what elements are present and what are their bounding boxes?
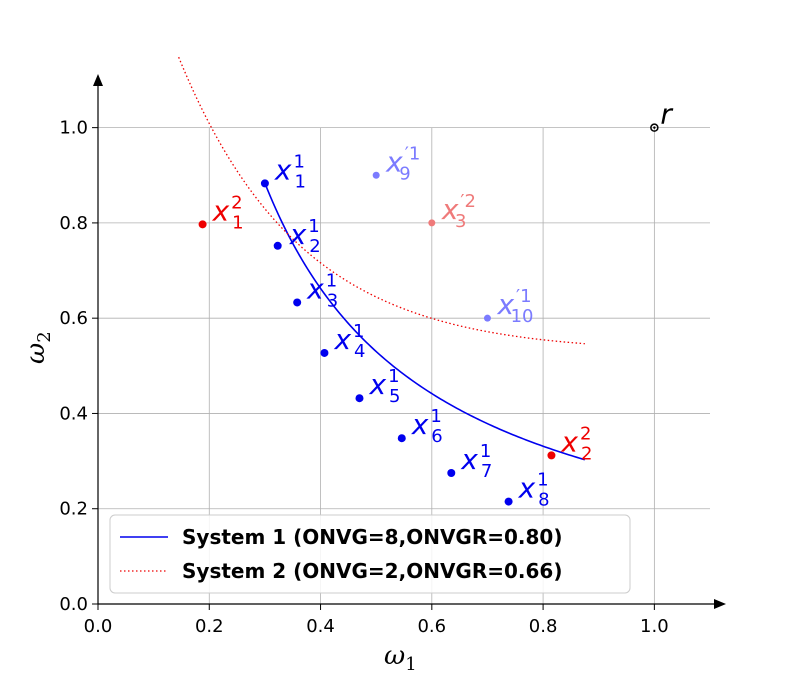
series-1-point	[273, 241, 282, 250]
y-tick-label: 0.4	[59, 403, 88, 424]
extra-point-label: x ′2 3	[441, 191, 476, 232]
extra-point	[483, 314, 491, 322]
reference-point-label: r	[660, 98, 673, 131]
x-tick-label: 0.8	[529, 616, 558, 637]
x-axis-label: ω1	[384, 641, 417, 675]
y-tick-label: 0.0	[59, 594, 88, 615]
y-tick-label: 1.0	[59, 118, 88, 139]
points: x 1 1 x 1 2 x 1 3 x 1 4x 1 5 x 1 6 x 1 7 x 1 8 x 2 1 x 2 2 x ′1 9 x ′2 3 x ′…	[198, 98, 673, 511]
extra-point-label: x ′1 9	[385, 143, 420, 184]
series-1-point	[397, 434, 406, 443]
extra-point	[428, 219, 436, 227]
series-1-point	[293, 298, 302, 307]
x-tick-label: 0.4	[306, 616, 335, 637]
legend: System 1 (ONVG=8,ONVGR=0.80) System 2 (ON…	[109, 514, 631, 594]
x-tick-label: 1.0	[640, 616, 669, 637]
reference-point	[650, 123, 659, 132]
x-axis-arrow	[714, 599, 726, 609]
series-1-point	[260, 179, 269, 188]
curves	[178, 56, 586, 461]
y-axis-label: ω2	[21, 331, 55, 364]
series-2-point	[547, 451, 556, 460]
legend-label-1: System 1 (ONVG=8,ONVGR=0.80)	[182, 525, 562, 549]
extra-point	[372, 171, 380, 179]
x-tick-label: 0.0	[84, 616, 113, 637]
legend-label-2: System 2 (ONVG=2,ONVGR=0.66)	[182, 559, 562, 583]
x-tick-label: 0.2	[195, 616, 224, 637]
extra-point-label: x ′1 10	[496, 286, 533, 327]
y-tick-label: 0.6	[59, 308, 88, 329]
axes	[93, 74, 726, 609]
series-1-point	[355, 394, 364, 403]
y-tick-label: 0.2	[59, 499, 88, 520]
reference-point-center	[653, 126, 656, 129]
x-tick-label: 0.6	[417, 616, 446, 637]
series-1-point	[504, 497, 513, 506]
series-2-point	[198, 220, 207, 229]
legend-box	[109, 514, 631, 594]
series-1-point	[320, 348, 329, 357]
series-2-curve	[178, 56, 585, 345]
ticks: 0.0 0.2 0.4 0.6 0.8 1.0 0.0 0.2 0.4 0.6 0.8 1.0	[59, 118, 668, 637]
series-1-point	[447, 469, 456, 477]
y-tick-label: 0.8	[59, 213, 88, 234]
y-axis-arrow	[93, 74, 103, 86]
series-1-curve	[264, 182, 586, 461]
